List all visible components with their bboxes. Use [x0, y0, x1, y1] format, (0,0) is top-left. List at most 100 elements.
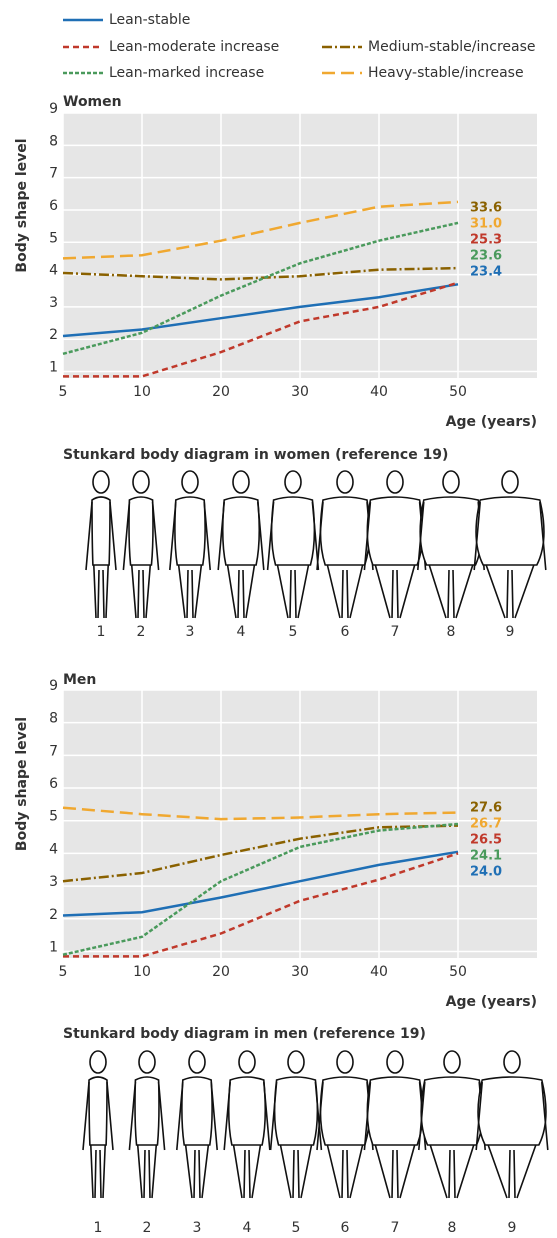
legend-label: Medium-stable/increase: [368, 39, 536, 55]
figure-head: [233, 471, 249, 493]
figure-head: [387, 471, 403, 493]
legend-label: Heavy-stable/increase: [368, 65, 524, 81]
figure-torso: [275, 1077, 318, 1145]
figure-torso: [135, 1077, 159, 1145]
figure-head: [239, 1051, 255, 1073]
y-tick-label: 7: [49, 166, 58, 182]
figure-head: [189, 1051, 205, 1073]
body-figure: [474, 471, 546, 618]
body-figure: [271, 1051, 322, 1198]
end-label: 25.3: [470, 233, 502, 248]
figure-legs: [234, 1145, 261, 1198]
diagram-label: 6: [341, 1220, 350, 1236]
figure-head: [90, 1051, 106, 1073]
end-label: 24.0: [470, 865, 502, 880]
y-tick-label: 4: [49, 841, 58, 857]
legend-label: Lean-marked increase: [109, 65, 264, 81]
end-label: 33.6: [470, 201, 502, 216]
body-figure: [123, 471, 158, 618]
x-tick-label: 50: [449, 964, 467, 980]
x-axis-label: Age (years): [446, 994, 537, 1010]
figure-legs: [430, 1145, 474, 1198]
figure-legs: [186, 1145, 209, 1198]
chart-title: Women: [63, 94, 122, 110]
figure-legs: [91, 1145, 105, 1198]
x-tick-label: 5: [59, 384, 68, 400]
figure-head: [285, 471, 301, 493]
diagram-label: 7: [391, 1220, 400, 1236]
figure-head: [182, 471, 198, 493]
figure-torso: [320, 497, 369, 565]
body-figure: [476, 1051, 548, 1198]
figure-legs: [375, 1145, 414, 1198]
end-label: 26.5: [470, 833, 502, 848]
figure-head: [387, 1051, 403, 1073]
figure-legs: [280, 1145, 311, 1198]
figure-torso: [182, 1077, 212, 1145]
figure-torso: [320, 1077, 369, 1145]
body-figure: [129, 1051, 164, 1198]
x-tick-label: 50: [449, 384, 467, 400]
diagram-label: 8: [447, 624, 456, 640]
body-figure: [224, 1051, 270, 1198]
y-tick-label: 9: [49, 678, 58, 694]
y-tick-label: 4: [49, 263, 58, 279]
figure-legs: [429, 565, 473, 618]
figure-legs: [228, 565, 255, 618]
figure-legs: [94, 565, 108, 618]
figure-torso: [421, 1077, 483, 1145]
x-tick-label: 20: [212, 384, 230, 400]
figure-torso: [229, 1077, 266, 1145]
figure-torso: [223, 497, 260, 565]
body-figure: [317, 471, 373, 618]
diagram-label: 5: [292, 1220, 301, 1236]
figure-legs: [375, 565, 414, 618]
x-tick-label: 30: [291, 964, 309, 980]
figure-legs: [488, 1145, 536, 1198]
figure-torso: [478, 1077, 546, 1145]
figure-head: [502, 471, 518, 493]
y-tick-label: 2: [49, 907, 58, 923]
y-tick-label: 1: [49, 360, 58, 376]
figure-head: [504, 1051, 520, 1073]
diagram-label: 9: [506, 624, 515, 640]
y-tick-label: 5: [49, 809, 58, 825]
figure-torso: [367, 497, 422, 565]
figure-torso: [367, 1077, 422, 1145]
y-tick-label: 8: [49, 133, 58, 149]
diagram-label: 4: [237, 624, 246, 640]
figure-head: [444, 1051, 460, 1073]
y-tick-label: 7: [49, 743, 58, 759]
diagram-label: 9: [508, 1220, 517, 1236]
diagram-label: 2: [143, 1220, 152, 1236]
x-tick-label: 40: [370, 384, 388, 400]
y-tick-label: 3: [49, 874, 58, 890]
figure-legs: [327, 1145, 362, 1198]
end-label: 31.0: [470, 217, 502, 232]
diagram-title: Stunkard body diagram in men (reference …: [63, 1026, 426, 1042]
diagram-label: 3: [193, 1220, 202, 1236]
diagram-label: 6: [341, 624, 350, 640]
figure-torso: [175, 497, 205, 565]
y-axis-label: Body shape level: [14, 717, 30, 851]
figure-torso: [476, 497, 544, 565]
figure: Lean-stableLean-moderate increaseMedium-…: [0, 0, 557, 1238]
chart-title: Men: [63, 672, 96, 688]
figure-head: [139, 1051, 155, 1073]
x-tick-label: 5: [59, 964, 68, 980]
body-figure: [170, 471, 210, 618]
x-tick-label: 20: [212, 964, 230, 980]
legend-label: Lean-stable: [109, 12, 190, 28]
diagram-label: 1: [94, 1220, 103, 1236]
body-figure: [218, 471, 264, 618]
figure-torso: [129, 497, 153, 565]
figure-legs: [486, 565, 534, 618]
figure-torso: [92, 497, 110, 565]
y-tick-label: 1: [49, 939, 58, 955]
end-label: 23.4: [470, 265, 502, 280]
figure-torso: [272, 497, 315, 565]
x-tick-label: 30: [291, 384, 309, 400]
diagram-label: 7: [391, 624, 400, 640]
body-figure: [364, 1051, 425, 1198]
figure-legs: [327, 565, 362, 618]
